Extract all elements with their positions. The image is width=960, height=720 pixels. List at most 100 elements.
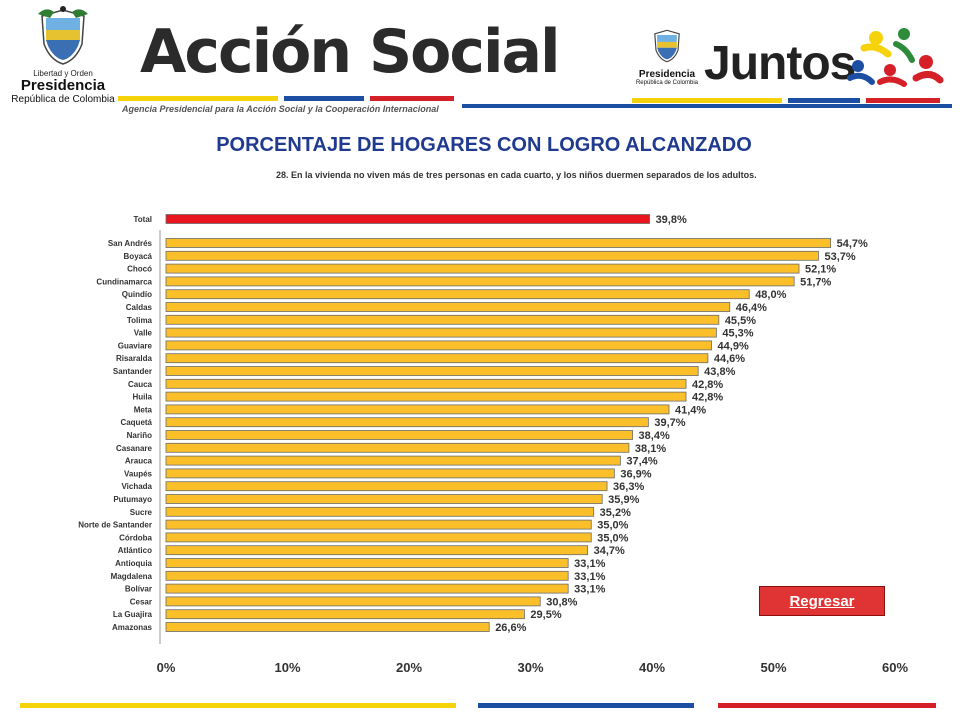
data-label: 41,4%: [675, 404, 706, 416]
bar: [165, 570, 569, 581]
header-divider-line: [462, 104, 952, 108]
category-label: Córdoba: [119, 533, 152, 542]
bar: [165, 622, 490, 632]
bar: [165, 340, 712, 351]
data-label: 38,4%: [639, 430, 670, 442]
data-label: 45,3%: [722, 328, 753, 340]
social-word: Social: [368, 17, 561, 87]
data-label: 42,8%: [692, 379, 723, 391]
data-label: 51,7%: [800, 276, 831, 288]
value-labels: 39,8% 54,7%53,7%52,1%51,7% 48,0%46,4%45,5%…: [495, 214, 868, 634]
category-label: Vaupés: [124, 469, 153, 478]
footer-stripe-red: [718, 703, 936, 708]
data-label: 35,2%: [600, 507, 631, 519]
x-tick-label: 0%: [157, 660, 176, 675]
category-label: San Andrés: [108, 239, 153, 248]
bar: [165, 494, 603, 504]
data-label: 30,8%: [546, 596, 577, 608]
footer-stripe-yellow: [20, 703, 456, 708]
data-label: 35,0%: [597, 532, 628, 544]
presidencia-logo: Libertad y Orden Presidencia República d…: [8, 6, 118, 124]
data-label: 37,4%: [626, 456, 657, 468]
category-label: Guaviare: [118, 341, 153, 350]
coat-of-arms-icon: [38, 6, 88, 65]
bar: [165, 250, 819, 261]
bar: [165, 327, 717, 338]
category-label: Antioquia: [115, 559, 152, 568]
x-tick-label: 30%: [517, 660, 543, 675]
category-label: Meta: [134, 405, 153, 414]
data-label: 34,7%: [594, 545, 625, 557]
category-label: Magdalena: [111, 572, 153, 581]
category-label: Arauca: [125, 457, 153, 466]
category-label: Cundinamarca: [96, 277, 152, 286]
category-label: Boyacá: [124, 252, 153, 261]
data-label: 52,1%: [805, 264, 836, 276]
category-label: Bolívar: [125, 585, 152, 594]
stripe-yellow-1: [118, 96, 278, 101]
bar: [165, 263, 800, 274]
data-label: 45,5%: [725, 315, 756, 327]
stripe-blue-1: [284, 96, 364, 101]
regresar-button[interactable]: Regresar: [759, 586, 885, 616]
presidencia-logo-small: Presidencia República de Colombia: [628, 28, 706, 87]
bar: [165, 596, 541, 607]
bar: [165, 430, 633, 440]
data-label: 44,9%: [718, 340, 749, 352]
category-label: Valle: [134, 329, 153, 338]
data-label: 33,1%: [574, 584, 605, 596]
category-label: Quindío: [122, 290, 152, 299]
bar-total: [165, 214, 650, 224]
data-label: 35,0%: [597, 520, 628, 532]
juntos-logo-text: Juntos: [704, 37, 856, 90]
page-title: PORCENTAJE DE HOGARES CON LOGRO ALCANZAD…: [216, 134, 752, 156]
data-label: 36,9%: [620, 468, 651, 480]
bar: [165, 302, 731, 312]
data-label: 39,8%: [656, 214, 687, 226]
category-label: Total: [133, 215, 152, 224]
category-label: Caldas: [126, 303, 153, 312]
bar: [165, 583, 569, 594]
data-label: 26,6%: [495, 622, 526, 634]
category-label: Atlántico: [118, 546, 152, 555]
data-label: 38,1%: [635, 443, 666, 455]
category-label: Sucre: [130, 508, 153, 517]
category-label: Nariño: [127, 431, 152, 440]
presidencia-subtitle-small: República de Colombia: [635, 80, 699, 86]
data-label: 29,5%: [530, 609, 561, 621]
category-label: Tolima: [127, 316, 153, 325]
accion-word: Acción: [140, 17, 352, 87]
x-tick-label: 50%: [760, 660, 786, 675]
data-label: 43,8%: [704, 366, 735, 378]
data-label: 44,6%: [714, 353, 745, 365]
accion-social-logo: Acción Social: [140, 17, 561, 87]
data-label: 48,0%: [755, 289, 786, 301]
category-label: Cesar: [130, 597, 152, 606]
bar: [165, 417, 649, 428]
x-axis: 0% 10% 20% 30% 40% 50% 60%: [157, 230, 908, 675]
category-label: Cauca: [128, 380, 153, 389]
bar: [165, 532, 592, 543]
category-label: La Guajira: [113, 610, 153, 619]
stripe-red-1: [370, 96, 454, 101]
accion-social-tagline: Agencia Presidencial para la Acción Soci…: [122, 104, 439, 114]
bar: [165, 353, 709, 364]
bar: [165, 481, 608, 492]
bar: [165, 558, 569, 568]
presidencia-title: Presidencia: [20, 77, 106, 94]
stripe-blue-2: [788, 98, 860, 103]
category-label: Chocó: [127, 265, 152, 274]
presidencia-title-small: Presidencia: [638, 69, 696, 80]
bar: [165, 455, 621, 466]
coat-of-arms-small-icon: [654, 29, 680, 63]
bar: [165, 506, 595, 517]
motto-text: Libertad y Orden: [33, 69, 93, 78]
data-label: 39,7%: [654, 417, 685, 429]
category-label: Huila: [132, 393, 152, 402]
data-label: 53,7%: [824, 251, 855, 263]
footer-stripe-blue: [478, 703, 694, 708]
juntos-figures-icon: [847, 28, 944, 87]
category-labels: Total San Andrés Boyacá Chocó Cundinamarca Qu…: [78, 215, 152, 632]
stripe-yellow-2: [632, 98, 782, 103]
